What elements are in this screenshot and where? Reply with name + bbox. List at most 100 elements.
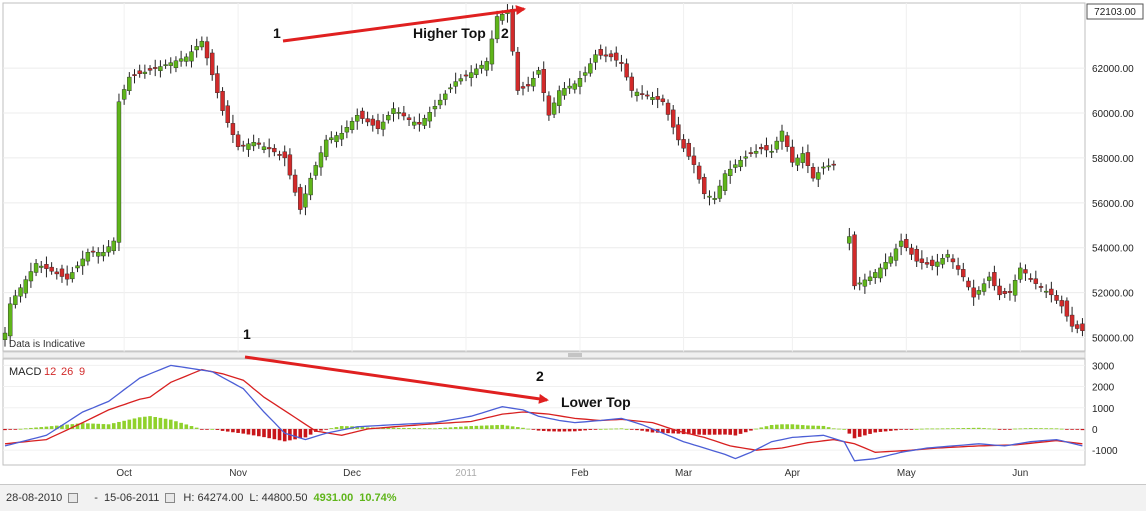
- candle-up: [769, 150, 774, 153]
- histogram-bar: [1049, 428, 1054, 430]
- candle-up: [479, 64, 484, 69]
- candle-down: [515, 51, 521, 91]
- candle-down: [1064, 300, 1070, 317]
- histogram-bar: [339, 426, 344, 429]
- splitter-grip-icon[interactable]: [568, 353, 582, 357]
- candle-down: [971, 287, 976, 298]
- candle-down: [598, 49, 603, 56]
- histogram-bar: [262, 428, 266, 438]
- price-tick-label: 54000.00: [1092, 244, 1134, 255]
- time-tick-label: Mar: [675, 468, 693, 479]
- histogram-bar: [143, 416, 147, 429]
- histogram-bar: [1075, 428, 1080, 430]
- histogram-bar: [443, 427, 448, 429]
- candle-up: [458, 78, 464, 82]
- histogram-bar: [800, 425, 805, 429]
- candle-down: [282, 151, 287, 159]
- histogram-bar: [360, 426, 365, 429]
- candle-up: [313, 165, 318, 176]
- candle-up: [474, 68, 479, 75]
- histogram-bar: [987, 428, 991, 430]
- candle-up: [1018, 267, 1023, 280]
- histogram-bar: [1013, 428, 1017, 430]
- candle-up: [116, 101, 122, 243]
- histogram-bar: [795, 424, 800, 429]
- histogram-bar: [567, 428, 572, 432]
- time-tick-label: Apr: [785, 468, 801, 479]
- histogram-bar: [1070, 428, 1074, 430]
- candle-up: [443, 93, 448, 100]
- histogram-bar: [598, 428, 603, 430]
- candle-down: [546, 95, 552, 116]
- candle-down: [1080, 323, 1085, 331]
- candle-up: [572, 83, 577, 90]
- histogram-bar: [65, 424, 69, 429]
- candle-up: [551, 102, 557, 115]
- candle-up: [557, 90, 562, 106]
- candle-up: [80, 258, 85, 267]
- candle-up: [386, 115, 391, 121]
- histogram-bar: [806, 425, 810, 429]
- candle-up: [355, 115, 360, 122]
- candle-down: [463, 74, 469, 77]
- histogram-bar: [298, 428, 303, 439]
- histogram-bar: [904, 428, 909, 430]
- histogram-bar: [697, 428, 701, 435]
- histogram-bar: [728, 428, 732, 435]
- histogram-bar: [23, 428, 28, 430]
- histogram-bar: [127, 419, 132, 429]
- panel-splitter[interactable]: [2, 351, 1086, 359]
- price-point-1-label: 1: [273, 25, 281, 41]
- histogram-bar: [184, 424, 189, 429]
- histogram-bar: [650, 428, 655, 433]
- histogram-bar: [624, 428, 629, 430]
- candle-down: [681, 139, 686, 149]
- candle-up: [391, 108, 396, 114]
- candle-down: [1059, 300, 1064, 307]
- macd-param-fast: 12: [44, 366, 56, 378]
- candle-up: [412, 121, 417, 126]
- candle-up: [888, 256, 893, 264]
- candle-down: [966, 280, 971, 288]
- histogram-bar: [935, 428, 940, 430]
- histogram-bar: [759, 427, 764, 429]
- histogram-bar: [500, 424, 505, 429]
- candle-up: [976, 290, 982, 295]
- histogram-bar: [562, 428, 567, 432]
- histogram-bar: [267, 428, 271, 439]
- candle-up: [173, 60, 179, 68]
- candle-up: [199, 40, 205, 48]
- candle-down: [997, 285, 1002, 296]
- candle-up: [593, 54, 598, 63]
- histogram-bar: [925, 428, 929, 430]
- candle-down: [702, 177, 707, 195]
- histogram-bar: [951, 428, 955, 430]
- candle-down: [132, 74, 137, 76]
- candle-up: [945, 254, 950, 258]
- macd-line: [4, 364, 1083, 462]
- histogram-bar: [241, 428, 246, 434]
- candle-down: [153, 67, 158, 69]
- candle-down: [510, 9, 515, 52]
- histogram-bar: [277, 428, 282, 441]
- histogram-bar: [49, 426, 54, 429]
- histogram-bar: [733, 428, 738, 436]
- histogram-bar: [661, 428, 665, 433]
- candle-up: [722, 173, 728, 191]
- candle-up: [500, 14, 505, 21]
- candle-up: [893, 248, 899, 261]
- histogram-bar: [402, 427, 406, 429]
- calendar-icon[interactable]: [165, 493, 176, 503]
- calendar-icon[interactable]: [68, 493, 79, 503]
- histogram-bar: [272, 428, 277, 440]
- candle-up: [142, 71, 148, 74]
- histogram-bar: [282, 428, 287, 442]
- histogram-bar: [635, 428, 639, 431]
- histogram-bar: [640, 428, 644, 431]
- candle-up: [795, 157, 800, 166]
- time-tick-label: Dec: [343, 468, 361, 479]
- histogram-bar: [971, 427, 976, 429]
- candle-down: [1007, 291, 1013, 293]
- candle-up: [489, 38, 495, 65]
- histogram-bar: [194, 427, 199, 429]
